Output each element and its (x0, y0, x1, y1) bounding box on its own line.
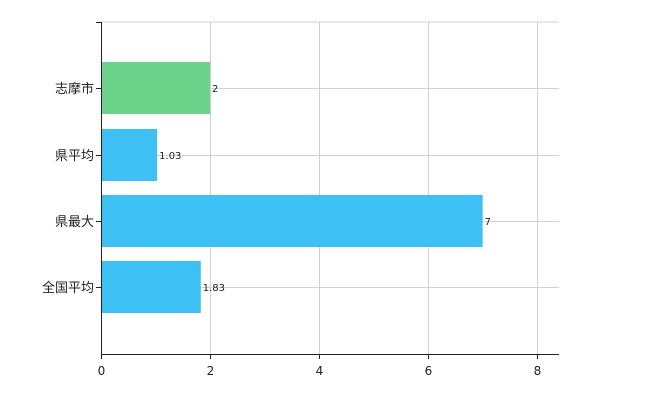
x-tick-label-0: 0 (98, 364, 106, 378)
bar-2 (101, 195, 483, 247)
x-tick-label-1: 2 (207, 364, 215, 378)
data-label-2: 7 (485, 217, 491, 228)
data-label-0: 2 (212, 84, 218, 95)
bar-0 (101, 62, 211, 114)
category-label-0: 志摩市 (55, 81, 94, 97)
category-label-2: 県最大 (55, 215, 94, 230)
x-tick-label-4: 8 (534, 364, 542, 378)
axes (96, 22, 559, 359)
x-tick-label-3: 6 (425, 364, 433, 378)
bars (101, 62, 483, 313)
bar-3 (101, 261, 201, 313)
category-label-3: 全国平均 (42, 280, 94, 296)
data-label-3: 1.83 (203, 283, 225, 294)
category-label-1: 県平均 (55, 149, 94, 164)
data-label-1: 1.03 (159, 151, 181, 162)
bar-1 (101, 129, 158, 181)
x-tick-label-2: 4 (316, 364, 324, 378)
